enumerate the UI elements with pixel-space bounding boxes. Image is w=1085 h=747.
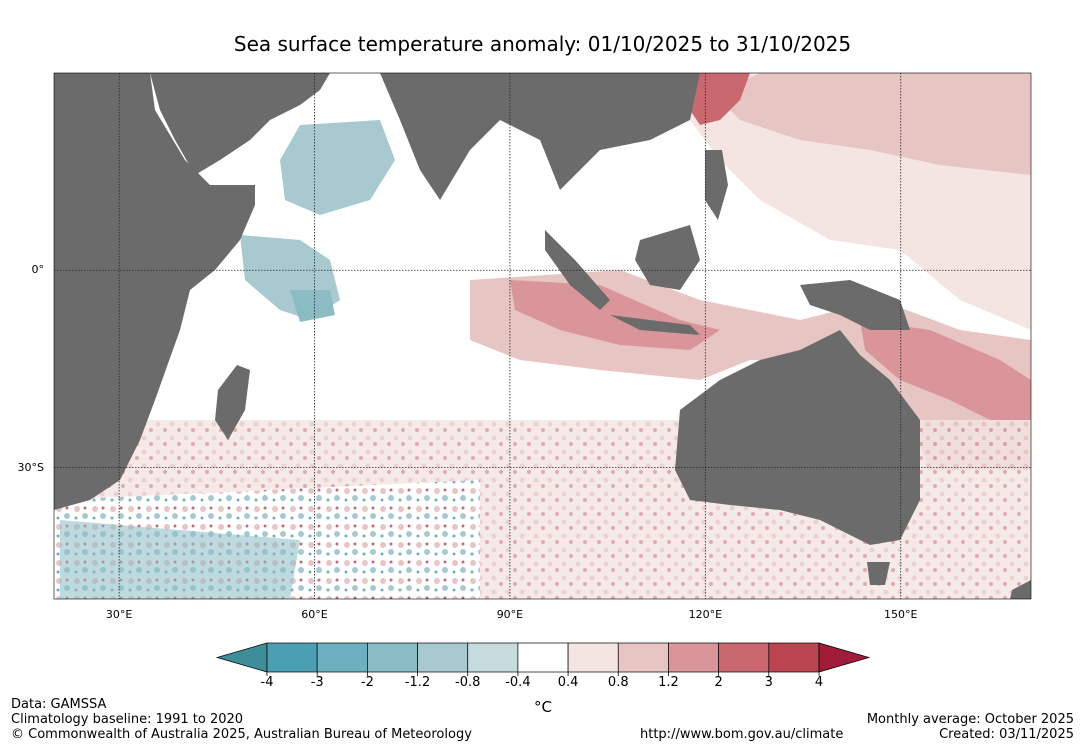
lon-tick-label: 30°E [105,608,133,621]
anomaly-cool-deep [290,290,335,322]
colorbar-bin [567,642,619,673]
new-guinea [800,280,910,330]
anomaly-warm-coral-sea [860,320,1031,420]
colorbar-tick-label: -1.2 [404,675,431,690]
lon-tick-label: 150°E [883,608,918,621]
colorbar-extend-high [818,642,871,673]
colorbar-tick-label: 2 [714,675,723,690]
colorbar-bin [617,642,669,673]
source-url[interactable]: http://www.bom.gov.au/climate [640,727,844,742]
map-frame [53,72,1032,600]
colorbar-extend-low [215,642,268,673]
colorbar-unit: °C [534,698,552,716]
anomaly-cool-southwest [60,520,300,599]
south-asia [380,73,700,200]
land [54,73,1031,599]
colorbar-tick-label: 1.2 [658,675,679,690]
colorbar-tick-label: -3 [310,675,324,690]
anomaly-warm-west-pacific [715,73,1031,175]
lat-tick-label: 30°S [17,460,44,474]
colorbar-tick-label: -2 [360,675,374,690]
borneo [635,225,700,290]
colorbar-tick-label: 0.8 [607,675,629,690]
footer-left: Data: GAMSSA Climatology baseline: 1991 … [11,697,472,742]
africa [54,73,255,510]
new-zealand [1010,580,1031,599]
climatology-baseline: Climatology baseline: 1991 to 2020 [11,712,244,727]
arabia [150,73,330,175]
colorbar-tick-label: 0.4 [557,675,579,690]
created-date: Created: 03/11/2025 [939,727,1074,742]
java [610,315,700,335]
tasmania [867,562,890,585]
australia [675,330,920,545]
colorbar-tick-label: -0.8 [455,675,481,690]
copyright: © Commonwealth of Australia 2025, Austra… [11,727,472,742]
lon-tick-label: 60°E [301,608,328,621]
colorbar-bin [417,642,469,673]
lon-tick-label: 90°E [496,608,524,621]
averaging-period: Monthly average: October 2025 [866,712,1074,727]
colorbar-bin [467,642,519,673]
colorbar-bin [517,642,569,673]
chart-title: Sea surface temperature anomaly: 01/10/2… [233,32,852,56]
colorbar-bin [768,642,820,673]
anomaly-warm-indonesia [510,280,720,350]
anomaly-cool-arabian-sea [280,120,395,215]
colorbar-bin [668,642,719,673]
colorbar-tick-label: -4 [260,675,274,690]
gridlines [54,73,1031,599]
colorbar-bin [316,642,368,673]
lon-tick-label: 120°E [688,608,723,621]
lat-tick-label: 0° [31,263,45,277]
madagascar [215,365,250,440]
colorbar-bin [367,642,418,673]
colorbar-bin [718,642,770,673]
colorbar-tick-label: 4 [814,675,824,690]
philippines [705,150,728,220]
data-source: Data: GAMSSA [11,697,107,712]
colorbar-tick-label: -0.4 [505,675,531,690]
colorbar-tick-label: 3 [764,675,773,690]
colorbar-bin [266,642,318,673]
footer-right: Monthly average: October 2025 Created: 0… [867,712,1074,742]
